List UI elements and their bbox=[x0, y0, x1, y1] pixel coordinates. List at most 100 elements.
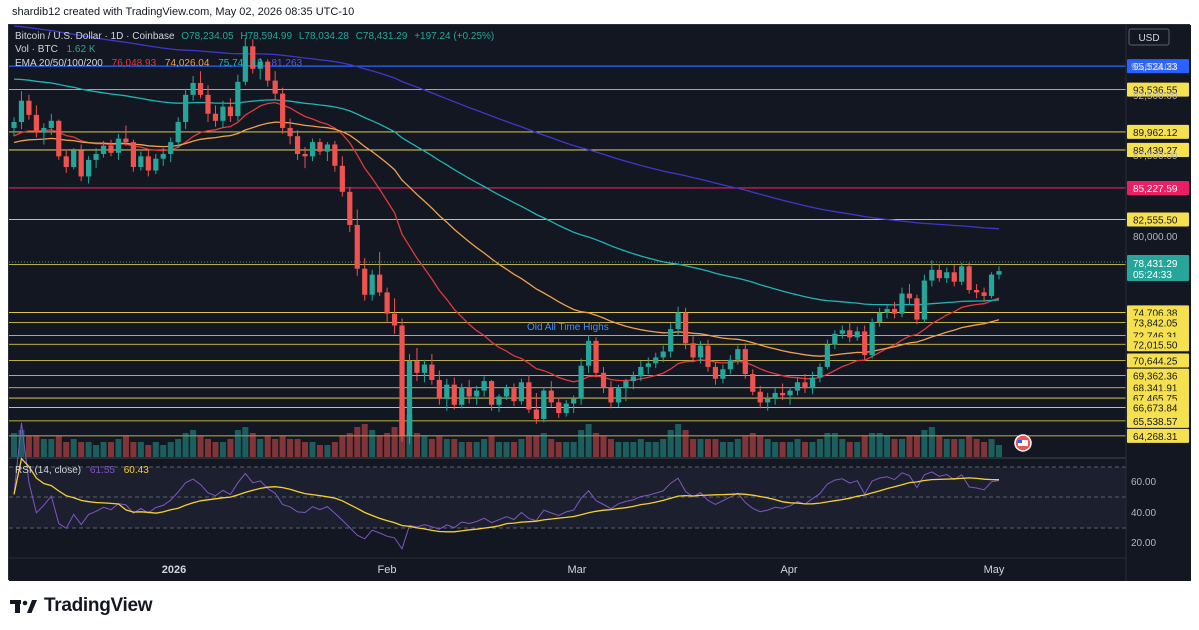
ath-annotation: Old All Time Highs bbox=[527, 322, 609, 333]
candle bbox=[377, 252, 383, 296]
candle bbox=[280, 87, 286, 134]
volume-bar bbox=[943, 439, 950, 457]
volume-bar bbox=[354, 427, 361, 457]
candle-body bbox=[384, 292, 390, 314]
price-scale[interactable]: USD 95,524.3393,536.5589,962.1288,444.43… bbox=[1127, 28, 1189, 549]
candle-body bbox=[988, 274, 995, 296]
volume-bar bbox=[660, 439, 667, 457]
volume-bar bbox=[630, 442, 637, 457]
time-axis[interactable]: 2026 Feb Mar Apr May bbox=[162, 564, 1005, 576]
candle bbox=[526, 375, 532, 414]
candle-body bbox=[959, 266, 965, 282]
candle bbox=[891, 301, 898, 319]
volume-bar bbox=[115, 439, 122, 457]
candle-body bbox=[436, 379, 442, 399]
volume-bar bbox=[973, 439, 980, 457]
volume-bar bbox=[921, 430, 928, 457]
ema-100-line bbox=[13, 78, 1000, 306]
candle bbox=[832, 330, 838, 350]
volume-bar bbox=[488, 436, 495, 457]
candle-body bbox=[906, 293, 913, 299]
candle-body bbox=[891, 308, 898, 314]
volume-bar bbox=[846, 442, 853, 457]
currency-label: USD bbox=[1138, 33, 1159, 44]
level-label: 72,015.50 bbox=[1133, 340, 1178, 351]
candle bbox=[794, 377, 801, 396]
volume-bar bbox=[555, 442, 562, 457]
candle-body bbox=[168, 142, 174, 154]
candle-body bbox=[668, 329, 674, 352]
volume-bar bbox=[682, 430, 689, 457]
candle bbox=[474, 385, 480, 405]
candle-body bbox=[765, 398, 771, 403]
volume-bar bbox=[518, 439, 525, 457]
volume-bar bbox=[712, 439, 719, 457]
volume-bar bbox=[130, 442, 137, 457]
level-label: 68,341.91 bbox=[1133, 384, 1178, 395]
candle bbox=[720, 364, 726, 384]
volume-bar bbox=[667, 430, 674, 457]
volume-bar bbox=[831, 433, 838, 457]
candle-body bbox=[444, 384, 450, 399]
country-flag-icon[interactable] bbox=[1014, 434, 1032, 452]
candle bbox=[511, 383, 517, 406]
currency-box[interactable] bbox=[1128, 28, 1170, 46]
volume-bar bbox=[645, 442, 652, 457]
volume-bar bbox=[928, 427, 935, 457]
volume-bar bbox=[704, 439, 711, 457]
level-label: 85,227.59 bbox=[1133, 184, 1178, 195]
rsi-line bbox=[13, 422, 1000, 551]
volume-bar bbox=[473, 442, 480, 457]
rsi-tick: 60.00 bbox=[1131, 477, 1156, 488]
candle-body bbox=[787, 390, 793, 396]
level-label-bg bbox=[1127, 368, 1189, 383]
candle bbox=[884, 304, 890, 319]
tradingview-brand[interactable]: TradingView bbox=[10, 595, 153, 617]
candle-body bbox=[854, 331, 860, 338]
candle-body bbox=[451, 384, 457, 405]
candle-body bbox=[623, 381, 629, 389]
candle bbox=[488, 379, 495, 411]
volume-bar bbox=[152, 442, 159, 457]
candle bbox=[183, 88, 189, 130]
candle-body bbox=[56, 120, 62, 157]
candle-body bbox=[414, 361, 420, 373]
volume-bar bbox=[525, 436, 532, 457]
candle bbox=[966, 262, 972, 294]
candle-body bbox=[556, 402, 562, 414]
candle-body bbox=[123, 138, 129, 143]
candle bbox=[41, 123, 47, 145]
price-tick: 92,500.00 bbox=[1133, 91, 1178, 102]
level-label: 88,439.27 bbox=[1133, 146, 1178, 157]
level-label: 66,673.84 bbox=[1133, 403, 1178, 414]
candle-body bbox=[653, 357, 659, 364]
candle bbox=[675, 306, 681, 337]
price-chart[interactable]: Old All Time Highs 2026 Feb Mar Apr May bbox=[9, 25, 1191, 581]
volume-bar bbox=[734, 439, 741, 457]
candle bbox=[26, 94, 32, 120]
volume-bar bbox=[205, 439, 212, 457]
volume-bar bbox=[294, 439, 301, 457]
candle bbox=[130, 139, 136, 172]
volume-bar bbox=[996, 445, 1002, 457]
time-label-mar: Mar bbox=[568, 564, 587, 576]
candle-body bbox=[474, 390, 480, 397]
candle-body bbox=[899, 293, 905, 314]
volume-bar bbox=[578, 430, 585, 457]
candle bbox=[108, 139, 114, 157]
candle-body bbox=[41, 127, 47, 133]
candle bbox=[309, 138, 316, 162]
volume-bar bbox=[981, 442, 988, 457]
candle bbox=[735, 345, 741, 365]
volume-bar bbox=[361, 424, 368, 457]
candle bbox=[578, 358, 584, 405]
candle bbox=[899, 287, 905, 318]
chart-legend[interactable]: Bitcoin / U.S. Dollar · 1D · Coinbase O7… bbox=[15, 31, 494, 476]
candle-body bbox=[690, 343, 696, 358]
legend-rsi-line: RSI (14, close) 61.55 60.43 bbox=[15, 465, 149, 476]
level-label: 89,962.12 bbox=[1133, 128, 1178, 139]
legend-rsi-label: RSI (14, close) bbox=[15, 465, 81, 476]
candle bbox=[421, 359, 428, 383]
chart-container[interactable]: Old All Time Highs 2026 Feb Mar Apr May bbox=[8, 24, 1191, 581]
